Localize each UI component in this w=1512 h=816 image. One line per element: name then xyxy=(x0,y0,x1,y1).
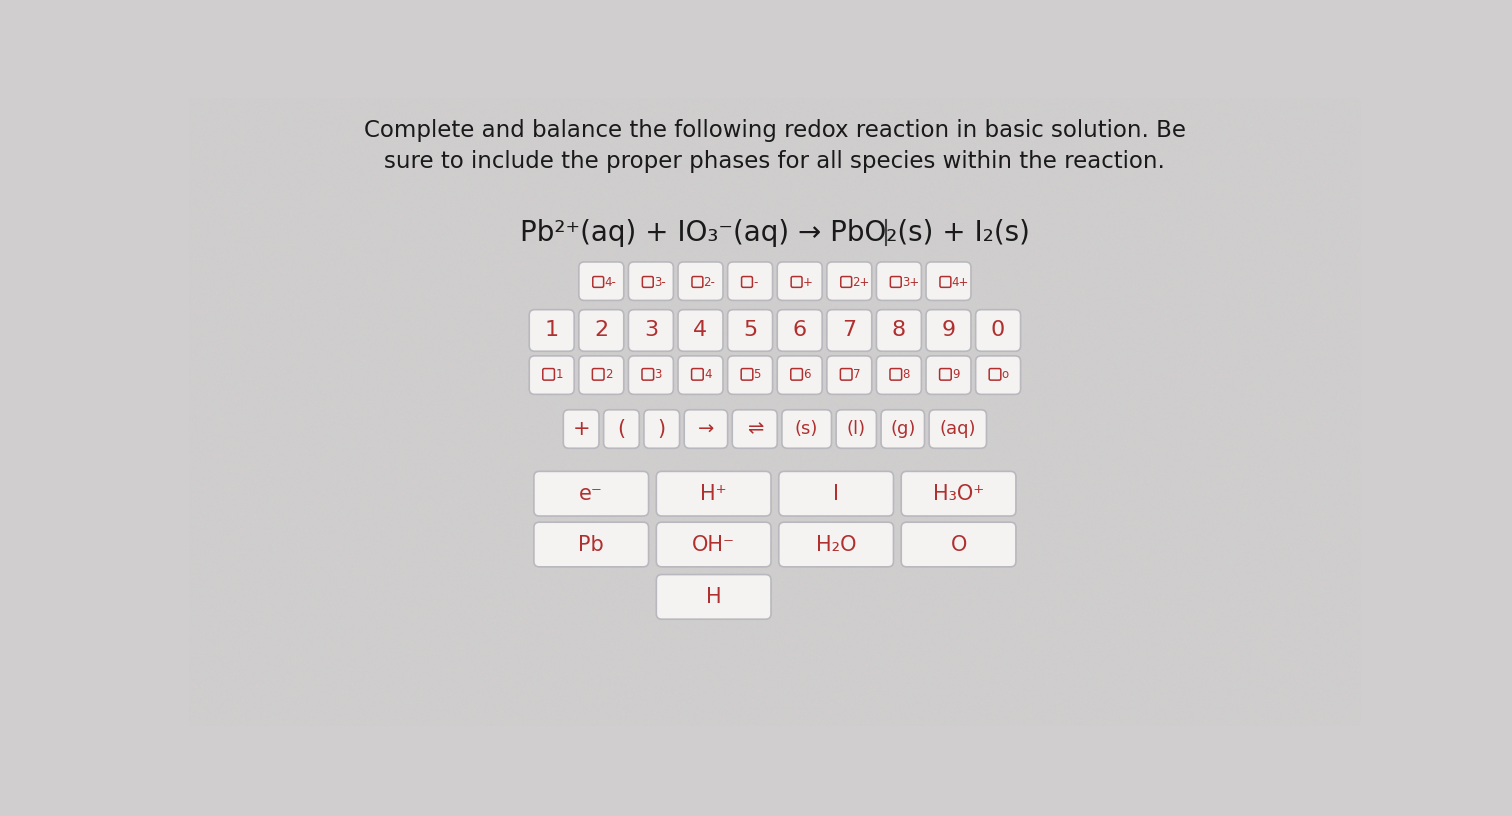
FancyBboxPatch shape xyxy=(877,262,921,300)
FancyBboxPatch shape xyxy=(975,309,1021,351)
Text: I: I xyxy=(833,484,839,503)
Text: 8: 8 xyxy=(892,321,906,340)
Text: 3: 3 xyxy=(644,321,658,340)
Text: e⁻: e⁻ xyxy=(579,484,603,503)
Text: 5: 5 xyxy=(753,368,761,381)
Text: 1: 1 xyxy=(544,321,559,340)
FancyBboxPatch shape xyxy=(930,410,986,448)
Text: 0: 0 xyxy=(990,321,1005,340)
FancyBboxPatch shape xyxy=(529,309,575,351)
Text: 2: 2 xyxy=(605,368,612,381)
Text: 7: 7 xyxy=(853,368,860,381)
FancyBboxPatch shape xyxy=(877,309,921,351)
Text: (: ( xyxy=(617,419,626,439)
FancyBboxPatch shape xyxy=(727,262,773,300)
Text: 6: 6 xyxy=(792,321,807,340)
FancyBboxPatch shape xyxy=(656,522,771,567)
FancyBboxPatch shape xyxy=(629,356,673,394)
Text: H⁺: H⁺ xyxy=(700,484,727,503)
FancyBboxPatch shape xyxy=(727,356,773,394)
Text: 9: 9 xyxy=(953,368,960,381)
Text: (g): (g) xyxy=(891,420,915,438)
FancyBboxPatch shape xyxy=(656,472,771,516)
FancyBboxPatch shape xyxy=(579,356,624,394)
FancyBboxPatch shape xyxy=(779,472,894,516)
FancyBboxPatch shape xyxy=(925,262,971,300)
FancyBboxPatch shape xyxy=(534,522,649,567)
FancyBboxPatch shape xyxy=(877,356,921,394)
Text: Pb²⁺(aq) + IO₃⁻(aq) → PbO₂(s) + I₂(s): Pb²⁺(aq) + IO₃⁻(aq) → PbO₂(s) + I₂(s) xyxy=(520,219,1030,246)
FancyBboxPatch shape xyxy=(836,410,877,448)
Text: +: + xyxy=(803,276,812,289)
FancyBboxPatch shape xyxy=(529,356,575,394)
FancyBboxPatch shape xyxy=(975,356,1021,394)
Text: 4-: 4- xyxy=(605,276,617,289)
FancyBboxPatch shape xyxy=(925,309,971,351)
FancyBboxPatch shape xyxy=(777,356,823,394)
FancyBboxPatch shape xyxy=(534,472,649,516)
Text: 1: 1 xyxy=(555,368,562,381)
FancyBboxPatch shape xyxy=(827,356,872,394)
Text: -: - xyxy=(753,276,758,289)
Text: 9: 9 xyxy=(942,321,956,340)
Text: +: + xyxy=(573,419,590,439)
Text: (l): (l) xyxy=(847,420,866,438)
FancyBboxPatch shape xyxy=(685,410,727,448)
FancyBboxPatch shape xyxy=(603,410,640,448)
Text: 5: 5 xyxy=(742,321,758,340)
FancyBboxPatch shape xyxy=(779,522,894,567)
FancyBboxPatch shape xyxy=(727,309,773,351)
Text: →: → xyxy=(697,419,714,438)
Text: 3+: 3+ xyxy=(903,276,919,289)
Text: o: o xyxy=(1001,368,1009,381)
FancyBboxPatch shape xyxy=(564,410,599,448)
Text: 4: 4 xyxy=(705,368,712,381)
Text: 4+: 4+ xyxy=(951,276,969,289)
Text: H₂O: H₂O xyxy=(816,534,856,555)
Text: O: O xyxy=(951,534,966,555)
Text: Pb: Pb xyxy=(579,534,605,555)
FancyBboxPatch shape xyxy=(677,262,723,300)
Text: 6: 6 xyxy=(803,368,810,381)
Text: 3: 3 xyxy=(655,368,662,381)
Text: H: H xyxy=(706,587,721,607)
Text: (aq): (aq) xyxy=(939,420,977,438)
FancyBboxPatch shape xyxy=(881,410,924,448)
Text: H₃O⁺: H₃O⁺ xyxy=(933,484,984,503)
FancyBboxPatch shape xyxy=(782,410,832,448)
FancyBboxPatch shape xyxy=(656,574,771,619)
Text: 7: 7 xyxy=(842,321,856,340)
Text: 2-: 2- xyxy=(703,276,715,289)
Text: sure to include the proper phases for all species within the reaction.: sure to include the proper phases for al… xyxy=(384,150,1166,173)
Text: 3-: 3- xyxy=(655,276,665,289)
FancyBboxPatch shape xyxy=(579,262,624,300)
FancyBboxPatch shape xyxy=(827,309,872,351)
FancyBboxPatch shape xyxy=(901,522,1016,567)
FancyBboxPatch shape xyxy=(579,309,624,351)
FancyBboxPatch shape xyxy=(677,356,723,394)
FancyBboxPatch shape xyxy=(777,309,823,351)
FancyBboxPatch shape xyxy=(677,309,723,351)
FancyBboxPatch shape xyxy=(629,309,673,351)
FancyBboxPatch shape xyxy=(901,472,1016,516)
FancyBboxPatch shape xyxy=(925,356,971,394)
FancyBboxPatch shape xyxy=(827,262,872,300)
FancyBboxPatch shape xyxy=(732,410,777,448)
Text: (s): (s) xyxy=(795,420,818,438)
Text: OH⁻: OH⁻ xyxy=(692,534,735,555)
FancyBboxPatch shape xyxy=(629,262,673,300)
Text: ⇌: ⇌ xyxy=(747,419,764,438)
Text: 4: 4 xyxy=(694,321,708,340)
Text: 2: 2 xyxy=(594,321,608,340)
Text: 8: 8 xyxy=(903,368,910,381)
FancyBboxPatch shape xyxy=(777,262,823,300)
FancyBboxPatch shape xyxy=(644,410,679,448)
Text: ): ) xyxy=(658,419,665,439)
Text: Complete and balance the following redox reaction in basic solution. Be: Complete and balance the following redox… xyxy=(364,119,1185,143)
Text: 2+: 2+ xyxy=(853,276,869,289)
